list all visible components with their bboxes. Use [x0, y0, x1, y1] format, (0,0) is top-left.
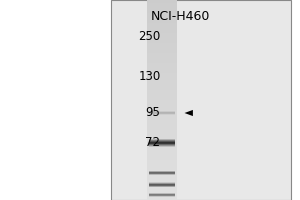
Bar — [147, 143, 177, 147]
Text: 72: 72 — [146, 137, 160, 150]
Bar — [147, 160, 177, 163]
Bar — [147, 130, 177, 133]
Bar — [149, 141, 175, 142]
Bar — [147, 80, 177, 83]
Bar — [147, 103, 177, 107]
Bar — [149, 145, 175, 146]
Bar — [147, 187, 177, 190]
Bar — [147, 167, 177, 170]
Bar — [147, 93, 177, 97]
Bar — [147, 63, 177, 67]
Bar — [149, 173, 175, 174]
Bar — [147, 170, 177, 173]
Bar — [149, 171, 175, 172]
Bar — [147, 83, 177, 87]
Bar — [147, 120, 177, 123]
Bar — [149, 182, 175, 183]
Bar — [147, 110, 177, 113]
Bar — [147, 73, 177, 77]
Bar — [149, 172, 175, 173]
Bar — [149, 144, 175, 145]
Bar — [147, 13, 177, 17]
Bar — [149, 183, 175, 184]
Bar — [149, 140, 175, 141]
Bar — [147, 153, 177, 157]
Bar — [147, 193, 177, 197]
Bar — [147, 173, 177, 177]
Bar — [147, 3, 177, 7]
Bar — [147, 60, 177, 63]
Bar — [147, 140, 177, 143]
Polygon shape — [184, 110, 193, 116]
Bar — [147, 50, 177, 53]
Bar — [147, 53, 177, 57]
Bar — [149, 146, 175, 147]
Bar — [147, 197, 177, 200]
Bar — [147, 117, 177, 120]
Bar — [147, 157, 177, 160]
Bar — [147, 10, 177, 13]
Bar — [147, 70, 177, 73]
Bar — [149, 186, 175, 187]
Bar — [147, 27, 177, 30]
Bar — [147, 90, 177, 93]
Bar — [147, 37, 177, 40]
Bar — [147, 67, 177, 70]
Bar — [147, 77, 177, 80]
Bar — [149, 184, 175, 185]
Bar — [147, 163, 177, 167]
Bar — [147, 180, 177, 183]
Bar — [147, 0, 177, 3]
Bar — [147, 17, 177, 20]
Bar — [111, 0, 291, 200]
Text: 130: 130 — [138, 70, 160, 82]
Bar — [147, 137, 177, 140]
Bar — [147, 33, 177, 37]
Bar — [149, 142, 175, 143]
Bar — [147, 7, 177, 10]
Bar — [149, 174, 175, 175]
Bar — [147, 87, 177, 90]
Bar — [147, 150, 177, 153]
Bar — [149, 139, 175, 140]
Bar — [147, 47, 177, 50]
Text: 95: 95 — [146, 106, 160, 119]
Text: 250: 250 — [138, 29, 160, 43]
Bar — [147, 97, 177, 100]
Bar — [147, 40, 177, 43]
Bar — [147, 43, 177, 47]
Bar — [147, 107, 177, 110]
Bar — [149, 143, 175, 144]
Bar — [147, 57, 177, 60]
Bar — [147, 100, 177, 103]
Bar — [147, 183, 177, 187]
Bar — [147, 147, 177, 150]
Bar — [147, 30, 177, 33]
Bar — [147, 113, 177, 117]
Bar — [147, 127, 177, 130]
Bar — [147, 123, 177, 127]
Bar — [149, 185, 175, 186]
Bar — [147, 190, 177, 193]
Bar — [147, 20, 177, 23]
Text: NCI-H460: NCI-H460 — [150, 10, 210, 23]
Bar — [147, 177, 177, 180]
Bar — [147, 23, 177, 27]
Bar — [147, 133, 177, 137]
